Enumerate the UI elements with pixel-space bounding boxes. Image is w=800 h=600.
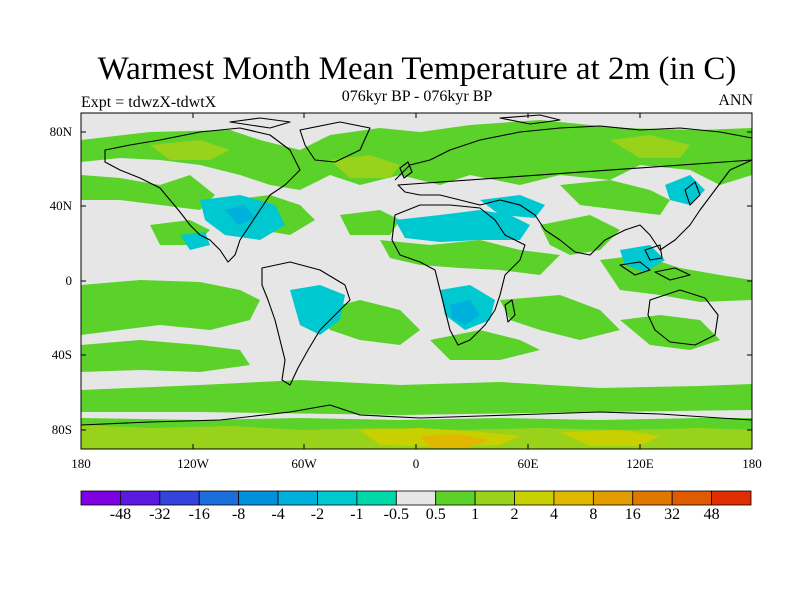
colorbar-label: -32	[149, 506, 171, 523]
colorbar-swatch	[356, 490, 397, 506]
lon-tick-label: 60W	[291, 456, 317, 471]
map-title: Warmest Month Mean Temperature at 2m (in…	[97, 51, 737, 87]
lat-tick-label: 0	[65, 273, 73, 288]
season-label: ANN	[718, 92, 753, 109]
colorbar-swatch	[592, 490, 634, 506]
lon-tick-label: 120W	[177, 456, 209, 471]
lon-tick-label: 60E	[517, 456, 539, 471]
colorbar-label: 32	[664, 506, 681, 523]
colorbar-label: 1	[471, 506, 480, 523]
colorbar-swatch	[553, 490, 594, 506]
colorbar-swatch	[80, 490, 121, 506]
lon-tick-label: 180	[71, 456, 91, 471]
colorbar-label: 8	[589, 506, 598, 523]
colorbar-swatch	[632, 490, 673, 506]
colorbar-swatch	[671, 490, 712, 506]
lon-tick-label: 120E	[626, 456, 654, 471]
colorbar-label: -0.5	[383, 506, 409, 523]
colorbar-label: 4	[549, 506, 558, 523]
colorbar-swatch	[474, 490, 515, 506]
negative-anomaly-dark-regions	[225, 205, 480, 325]
colorbar-label: 2	[510, 506, 519, 523]
lon-tick-label: 180	[742, 456, 762, 471]
colorbar-swatch	[317, 490, 358, 506]
colorbar-label: -48	[109, 506, 132, 523]
colorbar-label: 16	[624, 506, 641, 523]
lon-tick-label: 0	[412, 456, 420, 471]
colorbar-swatch	[238, 490, 279, 506]
colorbar-label: -4	[271, 506, 285, 523]
lat-tick-label: 80N	[49, 124, 72, 139]
colorbar-swatch	[159, 490, 200, 506]
coastlines	[81, 114, 752, 426]
colorbar-swatch	[277, 490, 318, 506]
colorbar-label: -2	[310, 506, 325, 523]
colorbar-label: -8	[231, 506, 246, 523]
colorbar-label: 0.5	[425, 506, 446, 523]
colorbar-swatch	[711, 490, 752, 506]
colorbar-swatch	[395, 490, 437, 506]
lat-tick-label: 40S	[51, 347, 72, 362]
axis-ticks	[80, 113, 753, 449]
colorbar-swatch	[514, 490, 555, 506]
colorbar-swatch	[198, 490, 240, 506]
map-subtitle: 076kyr BP - 076kyr BP	[341, 88, 493, 105]
lat-tick-label: 40N	[49, 198, 72, 213]
colorbar-label: -16	[188, 506, 210, 523]
very-strong-positive-regions	[420, 434, 490, 447]
colorbar-label: 48	[703, 506, 720, 523]
colorbar-swatch	[435, 490, 476, 506]
colorbar-swatch	[120, 490, 161, 506]
experiment-label: Expt = tdwzX-tdwtX	[81, 94, 217, 111]
lat-tick-label: 80S	[51, 422, 72, 437]
colorbar-label: -1	[350, 506, 364, 523]
